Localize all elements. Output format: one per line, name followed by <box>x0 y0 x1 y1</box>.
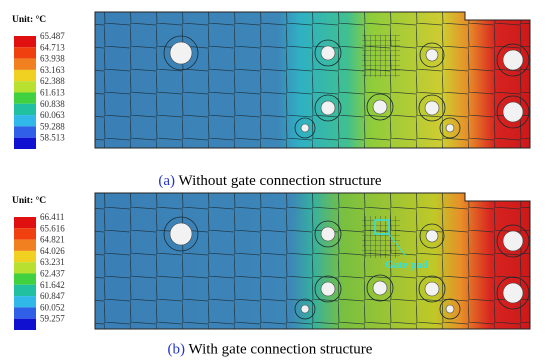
legend-swatch <box>14 93 36 104</box>
legend-unit: Unit: °C <box>12 14 46 25</box>
legend-label: 61.642 <box>40 280 65 290</box>
legend-label: 65.616 <box>40 223 65 233</box>
legend-swatch <box>14 138 36 149</box>
legend-label: 66.411 <box>40 212 64 222</box>
hole <box>425 282 439 296</box>
legend-label: 59.257 <box>40 314 65 324</box>
legend-label: 60.847 <box>40 291 65 301</box>
legend-unit: Unit: °C <box>12 195 46 206</box>
hole <box>373 100 387 114</box>
caption: (b) With gate connection structure <box>168 341 373 357</box>
legend-swatch <box>14 285 36 296</box>
legend-swatch <box>14 36 36 47</box>
legend-swatch <box>14 240 36 251</box>
legend-label: 63.231 <box>40 257 65 267</box>
caption-text: With gate connection structure <box>189 341 373 357</box>
annotation: Gate pad <box>385 259 428 271</box>
legend-label: 63.938 <box>40 54 65 64</box>
legend-label: 59.288 <box>40 121 65 131</box>
legend-label: 60.063 <box>40 110 65 120</box>
legend-swatch <box>14 251 36 262</box>
caption-text: Without gate connection structure <box>179 173 382 189</box>
hole <box>426 230 438 242</box>
legend-label: 64.713 <box>40 42 65 52</box>
hole <box>321 282 335 296</box>
hole <box>425 101 439 115</box>
legend-label: 64.026 <box>40 246 65 256</box>
legend-swatch <box>14 126 36 137</box>
caption-label: (b) <box>168 341 186 357</box>
legend-swatch <box>14 307 36 318</box>
hole <box>503 231 523 251</box>
legend-swatch <box>14 47 36 58</box>
hole <box>446 305 454 313</box>
fine-mesh <box>362 35 400 77</box>
legend-label: 64.821 <box>40 235 65 245</box>
hole <box>503 50 523 70</box>
caption-label: (a) <box>158 173 175 189</box>
legend-swatch <box>14 104 36 115</box>
legend-swatch <box>14 262 36 273</box>
hole <box>426 49 438 61</box>
legend-label: 60.052 <box>40 302 65 312</box>
legend-swatch <box>14 81 36 92</box>
legend-swatch <box>14 70 36 81</box>
legend-label: 62.437 <box>40 269 65 279</box>
figure: Unit: °C 65.48764.713 63.93863.16362.388 61… <box>0 0 546 363</box>
hole <box>503 283 523 303</box>
hole <box>170 223 192 245</box>
hole <box>446 124 454 132</box>
legend-swatch <box>14 296 36 307</box>
hole <box>321 101 335 115</box>
legend-label: 65.487 <box>40 31 65 41</box>
legend-swatch <box>14 217 36 228</box>
hole <box>170 42 192 64</box>
legend-label: 61.613 <box>40 88 65 98</box>
hole <box>301 124 309 132</box>
hole <box>503 102 523 122</box>
legend-label: 62.388 <box>40 76 65 86</box>
hole <box>301 305 309 313</box>
legend-swatch <box>14 319 36 330</box>
hole <box>373 281 387 295</box>
hole <box>321 46 335 60</box>
legend-swatch <box>14 59 36 70</box>
fine-mesh <box>362 216 400 258</box>
hole <box>321 227 335 241</box>
caption: (a) Without gate connection structure <box>158 173 382 189</box>
legend-label: 63.163 <box>40 65 65 75</box>
legend-swatch <box>14 274 36 285</box>
legend-swatch <box>14 115 36 126</box>
mesh <box>95 12 530 148</box>
legend-label: 58.513 <box>40 133 65 143</box>
legend-swatch <box>14 228 36 239</box>
mesh <box>95 193 530 329</box>
legend-label: 60.838 <box>40 99 65 109</box>
